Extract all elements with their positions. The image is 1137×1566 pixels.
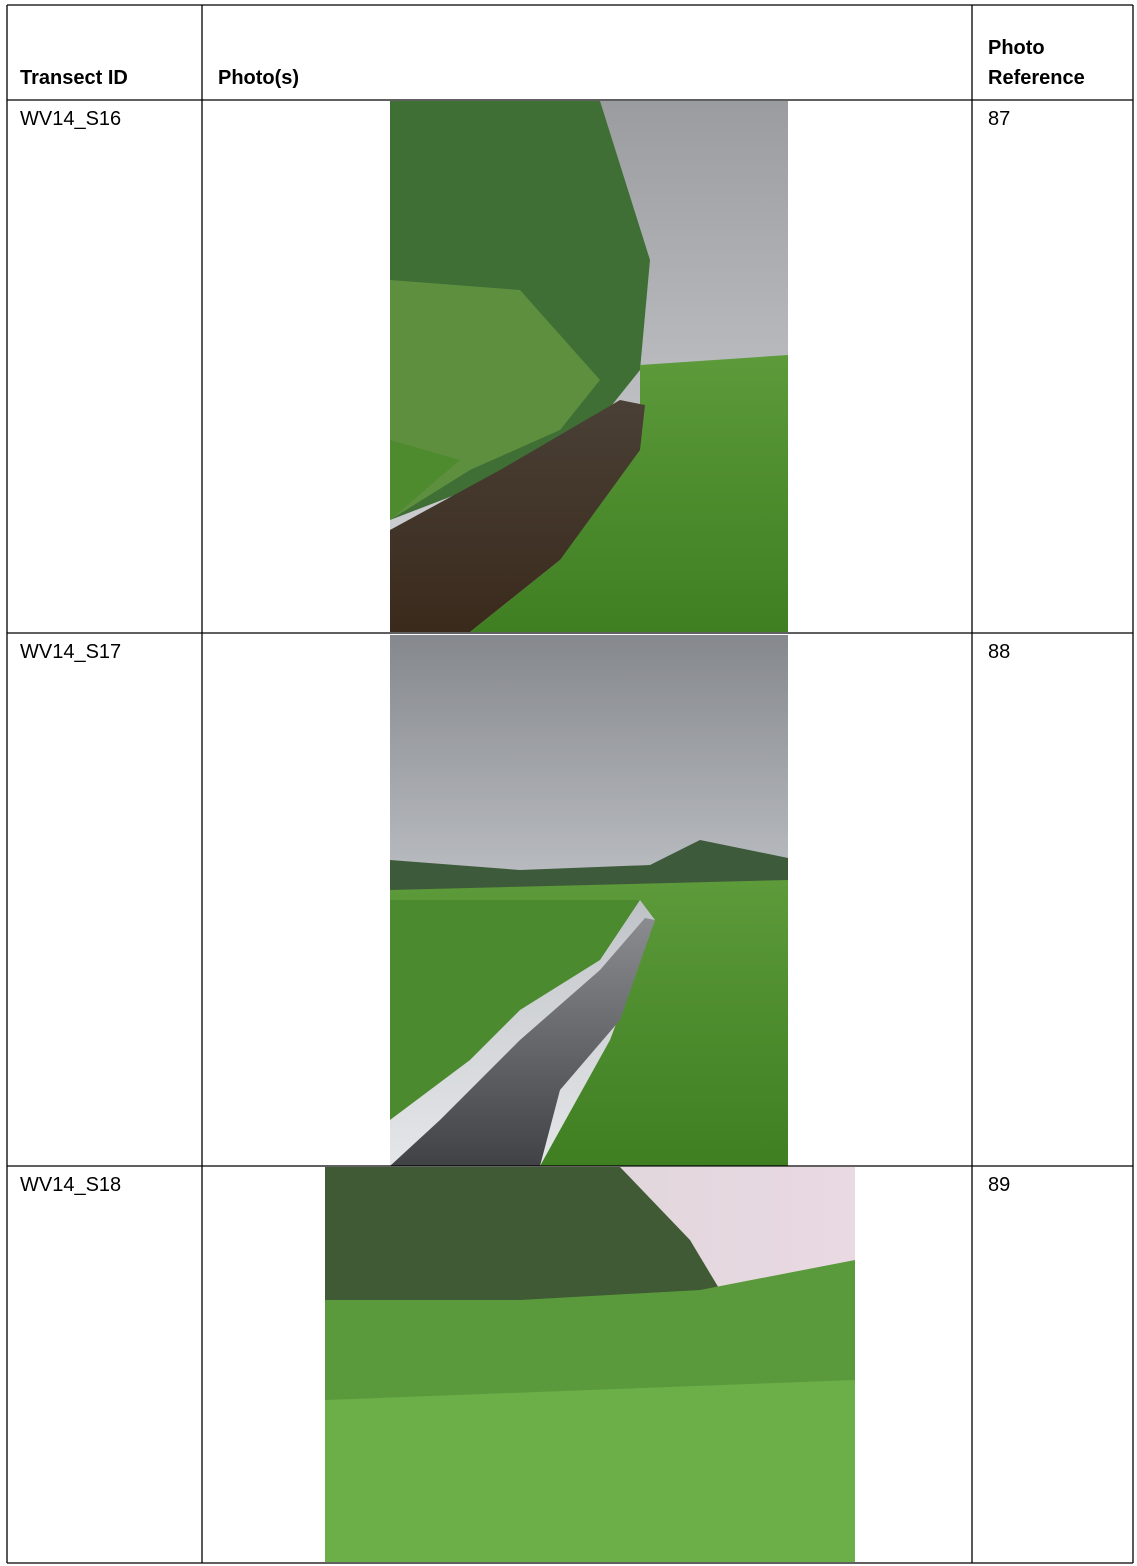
table-grid (6, 4, 1134, 1564)
header-cell: Photo(s) (218, 67, 299, 89)
photo (390, 635, 788, 1166)
photo (325, 1167, 855, 1562)
photo-reference: 88 (988, 641, 1010, 663)
photo (390, 101, 788, 632)
header-cell: Transect ID (20, 67, 128, 89)
transect-id: WV14_S16 (20, 108, 121, 130)
header-cell: Reference (988, 67, 1085, 89)
photo-reference: 89 (988, 1174, 1010, 1196)
header-cell: Photo (988, 37, 1045, 59)
transect-id: WV14_S18 (20, 1174, 121, 1196)
transect-id: WV14_S17 (20, 641, 121, 663)
photo-reference: 87 (988, 108, 1010, 130)
